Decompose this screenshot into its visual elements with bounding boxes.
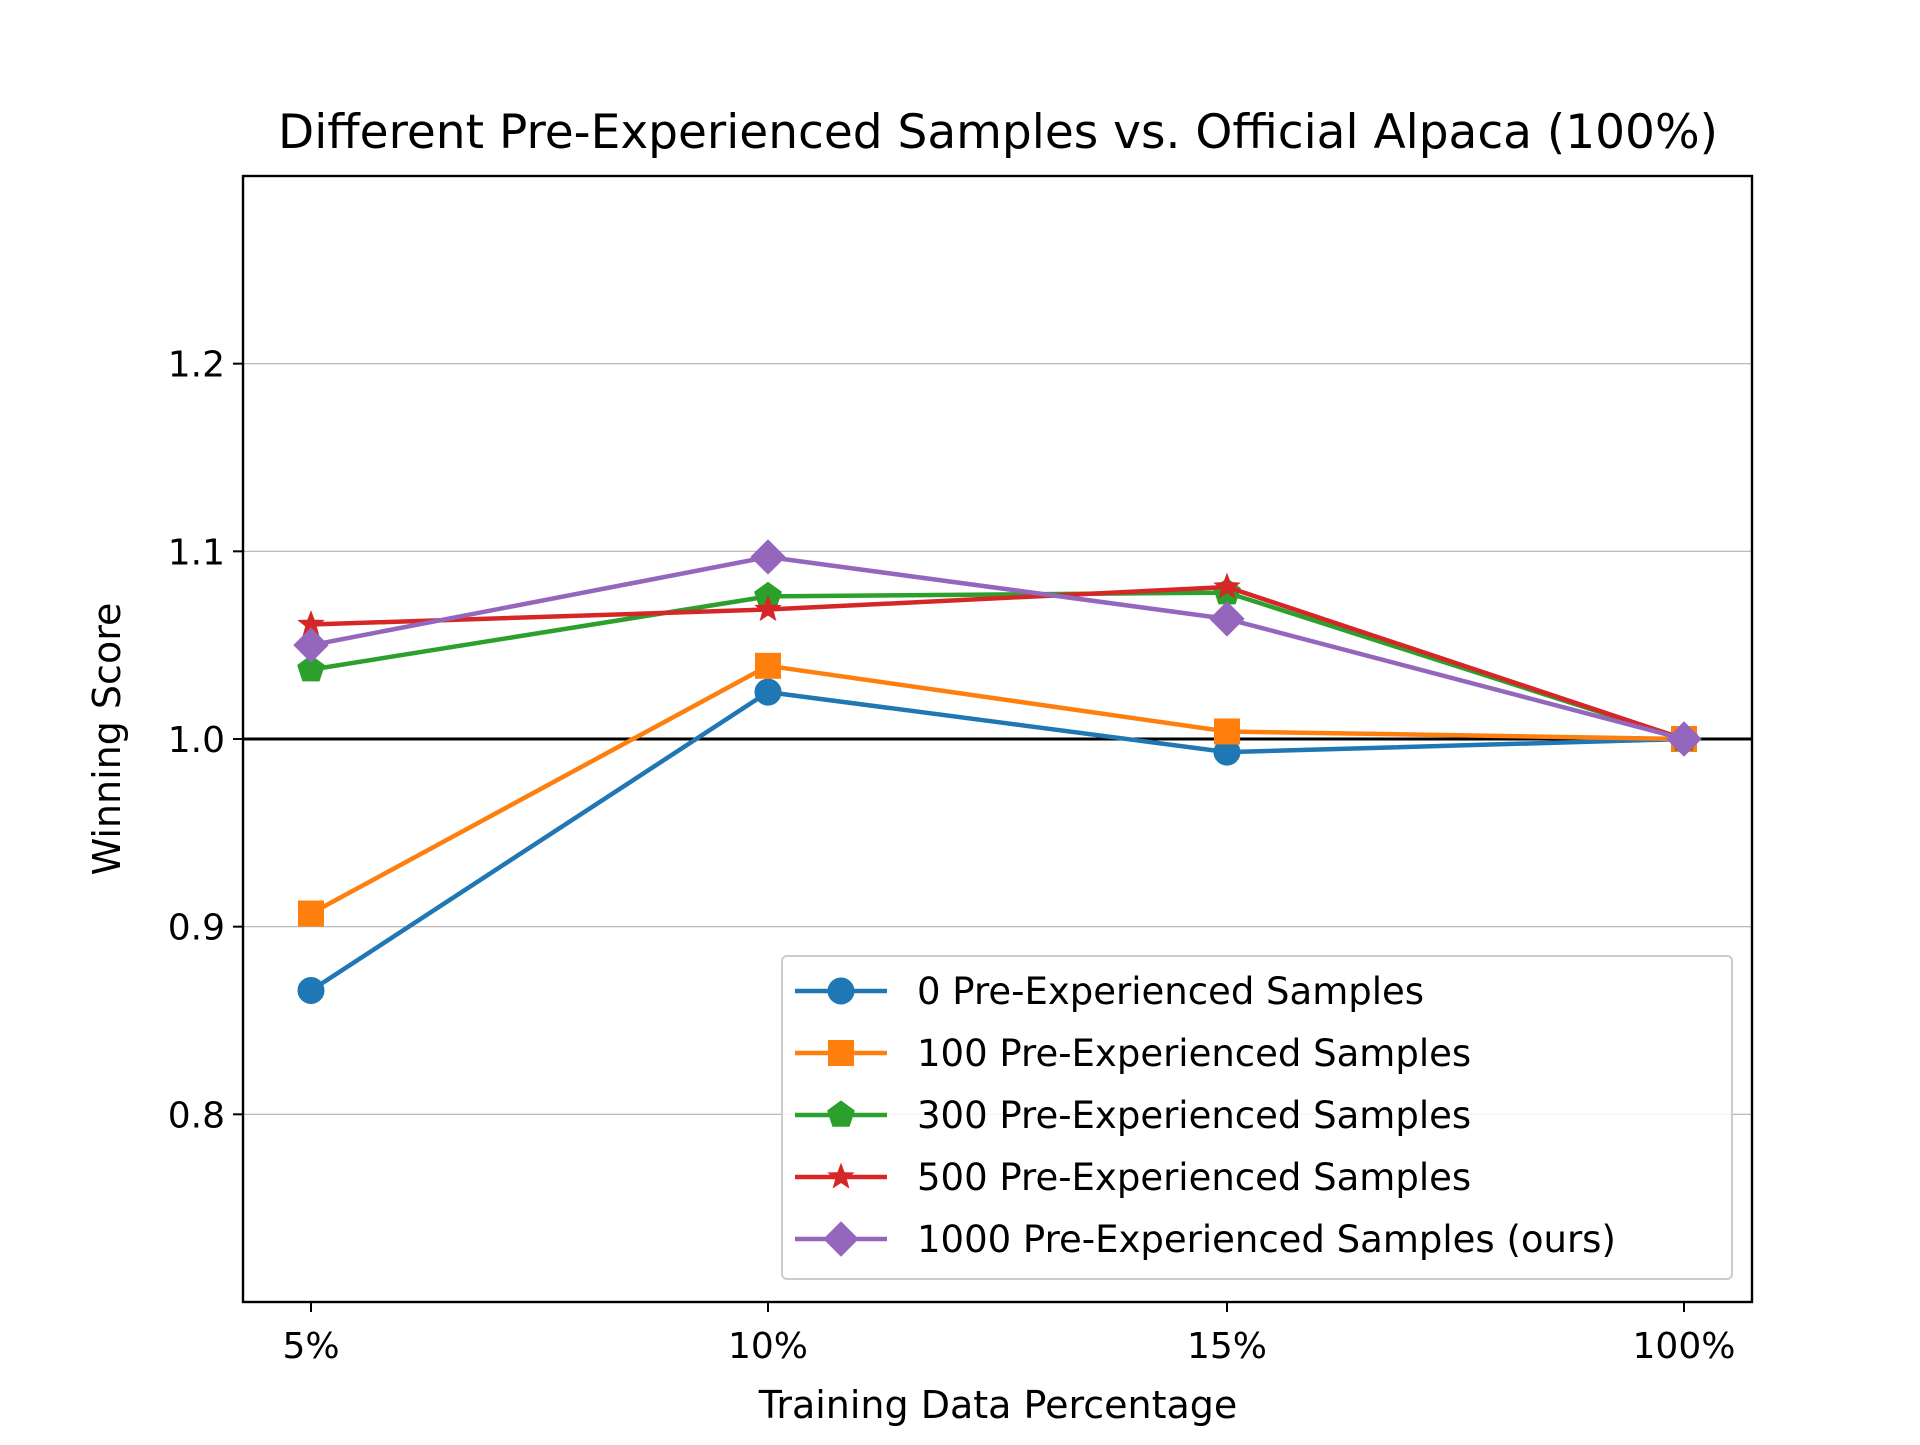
data-point xyxy=(1214,718,1240,745)
data-point xyxy=(1666,721,1702,757)
legend-marker xyxy=(823,1221,859,1257)
legend-label: 100 Pre-Experienced Samples xyxy=(917,1032,1471,1075)
data-point xyxy=(750,539,786,575)
series-line xyxy=(310,584,1685,742)
legend-label: 300 Pre-Experienced Samples xyxy=(917,1094,1471,1137)
legend: 0 Pre-Experienced Samples 100 Pre-Experie… xyxy=(781,955,1733,1280)
series-group xyxy=(293,539,1702,1004)
series-1 xyxy=(298,652,1697,927)
legend-label: 1000 Pre-Experienced Samples (ours) xyxy=(917,1218,1616,1261)
legend-entry: 1000 Pre-Experienced Samples (ours) xyxy=(795,1218,1616,1261)
y-tick-label: 0.8 xyxy=(168,1095,225,1136)
data-point xyxy=(1213,572,1241,599)
series-4 xyxy=(293,539,1702,757)
series-line xyxy=(309,689,1685,993)
y-axis-label: Winning Score xyxy=(85,603,129,876)
x-axis-label: Training Data Percentage xyxy=(758,1383,1238,1427)
legend-marker xyxy=(828,1040,854,1066)
legend-entry: 300 Pre-Experienced Samples xyxy=(795,1094,1471,1137)
data-point xyxy=(298,900,324,927)
legend-box xyxy=(781,955,1733,1280)
data-point xyxy=(297,976,325,1004)
y-tick-label: 1.0 xyxy=(168,720,225,761)
legend-entry: 500 Pre-Experienced Samples xyxy=(795,1156,1471,1199)
y-tick-label: 0.9 xyxy=(168,908,225,949)
legend-entry: 0 Pre-Experienced Samples xyxy=(795,970,1424,1013)
x-tick-label: 10% xyxy=(728,1326,808,1367)
data-point xyxy=(754,595,782,622)
x-tick-label: 5% xyxy=(282,1326,339,1367)
data-point xyxy=(297,654,325,682)
chart-title: Different Pre-Experienced Samples vs. Of… xyxy=(278,105,1718,160)
legend-marker xyxy=(827,1162,855,1189)
series-line xyxy=(309,663,1685,916)
series-0 xyxy=(297,678,1698,1004)
x-tick-label: 100% xyxy=(1633,1326,1736,1367)
y-tick-label: 1.1 xyxy=(168,532,225,573)
data-point xyxy=(754,678,782,706)
legend-entry: 100 Pre-Experienced Samples xyxy=(795,1032,1471,1075)
axis-ticks: 0.8 0.9 1.0 1.1 1.2 5% 10% 15% 100% xyxy=(168,345,1736,1367)
legend-marker xyxy=(827,977,855,1005)
y-tick-label: 1.2 xyxy=(168,345,225,386)
series-2 xyxy=(297,577,1698,751)
data-point xyxy=(293,627,329,663)
data-point xyxy=(755,652,781,679)
legend-marker xyxy=(827,1100,855,1127)
legend-label: 500 Pre-Experienced Samples xyxy=(917,1156,1471,1199)
data-point xyxy=(1209,601,1245,637)
series-line xyxy=(310,590,1685,742)
series-line xyxy=(310,554,1685,742)
legend-label: 0 Pre-Experienced Samples xyxy=(917,970,1424,1013)
x-tick-label: 15% xyxy=(1187,1326,1267,1367)
